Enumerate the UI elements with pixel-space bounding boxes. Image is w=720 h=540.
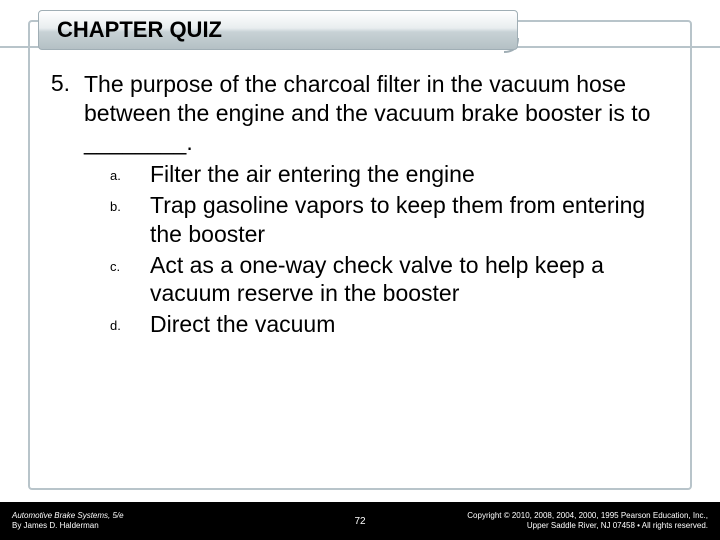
header-title: CHAPTER QUIZ [57,17,222,43]
option-text: Act as a one-way check valve to help kee… [150,251,680,309]
option-b: b. Trap gasoline vapors to keep them fro… [110,191,680,249]
option-text: Direct the vacuum [150,310,335,339]
footer-book-title: Automotive Brake Systems, 5/e [12,511,124,521]
question-number: 5. [40,70,84,97]
footer-left: Automotive Brake Systems, 5/e By James D… [12,511,124,530]
footer-bar: Automotive Brake Systems, 5/e By James D… [0,502,720,540]
option-letter: c. [110,251,150,274]
content-area: 5. The purpose of the charcoal filter in… [40,70,680,341]
options-list: a. Filter the air entering the engine b.… [110,160,680,339]
footer-copyright-1: Copyright © 2010, 2008, 2004, 2000, 1995… [467,511,708,521]
option-c: c. Act as a one-way check valve to help … [110,251,680,309]
option-text: Trap gasoline vapors to keep them from e… [150,191,680,249]
option-letter: b. [110,191,150,214]
footer-copyright-2: Upper Saddle River, NJ 07458 • All right… [467,521,708,531]
option-text: Filter the air entering the engine [150,160,475,189]
footer-page-number: 72 [354,516,365,527]
question-row: 5. The purpose of the charcoal filter in… [40,70,680,156]
footer-author: By James D. Halderman [12,521,124,531]
option-d: d. Direct the vacuum [110,310,680,339]
question-text: The purpose of the charcoal filter in th… [84,70,680,156]
option-letter: d. [110,310,150,333]
option-a: a. Filter the air entering the engine [110,160,680,189]
option-letter: a. [110,160,150,183]
footer-right: Copyright © 2010, 2008, 2004, 2000, 1995… [467,511,708,530]
header-bar: CHAPTER QUIZ [38,10,518,50]
